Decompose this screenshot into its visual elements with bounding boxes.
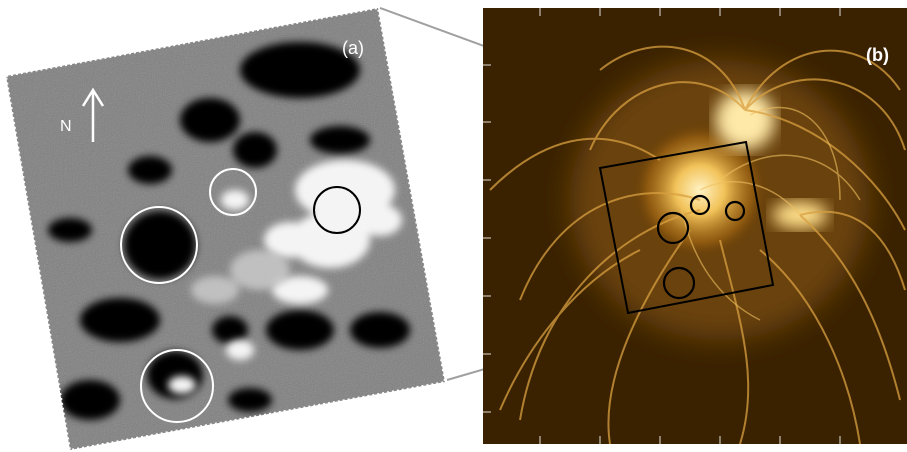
magnetogram-features (6, 8, 445, 450)
circle-marker-b-left (656, 211, 690, 245)
panel-b-label: (b) (866, 45, 889, 65)
circle-marker-black-right (313, 186, 361, 234)
axis-ticks (483, 8, 841, 444)
circle-marker-white-left-large (120, 206, 198, 284)
panel-a-label: (a) (342, 38, 364, 58)
north-arrow (81, 87, 105, 142)
euv-loop-structures (489, 45, 906, 444)
euv-image-panel: (b) (483, 8, 907, 444)
circle-marker-b-bottom (662, 266, 696, 300)
circle-marker-white-bottom (140, 349, 214, 423)
circle-marker-white-upper-small (209, 168, 257, 216)
magnetogram-frame (4, 6, 447, 452)
north-label: N (60, 118, 72, 135)
circle-marker-b-upper-small (689, 194, 711, 216)
field-of-view-box (598, 140, 775, 315)
magnetogram-panel: N (a) (4, 6, 447, 452)
circle-marker-b-right-small (724, 200, 746, 222)
